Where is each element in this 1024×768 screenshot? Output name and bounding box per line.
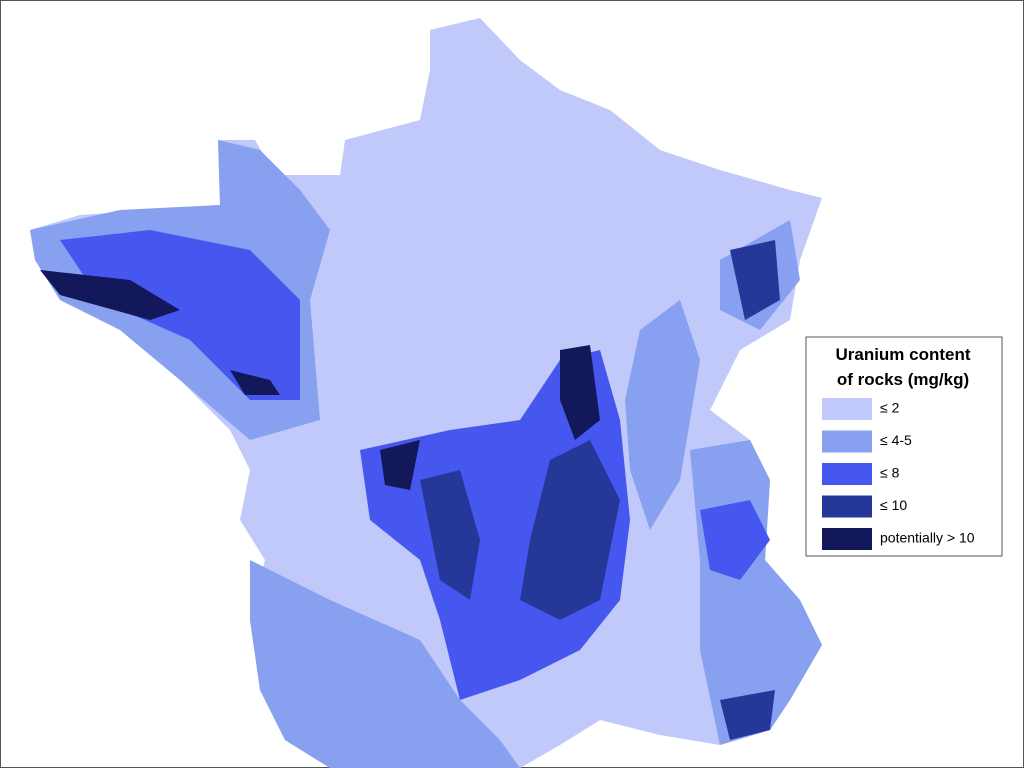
legend-title: Uranium content (835, 345, 970, 364)
region (40, 270, 180, 320)
legend-label: potentially > 10 (880, 530, 975, 546)
legend-title: of rocks (mg/kg) (837, 370, 969, 389)
region (560, 345, 600, 440)
legend-swatch (822, 495, 872, 518)
region (720, 690, 775, 740)
region (380, 440, 420, 490)
france-map (30, 18, 822, 768)
region (60, 230, 300, 400)
region (230, 370, 280, 395)
legend-swatch (822, 430, 872, 453)
legend-label: ≤ 10 (880, 497, 907, 513)
region (250, 560, 520, 768)
legend-label: ≤ 4-5 (880, 432, 912, 448)
legend-swatch (822, 528, 872, 550)
region (730, 240, 780, 320)
legend-label: ≤ 8 (880, 465, 900, 481)
legend: Uranium content of rocks (mg/kg) ≤ 2 ≤ 4-… (805, 336, 1003, 557)
legend-swatch (822, 463, 872, 485)
legend-label: ≤ 2 (880, 400, 900, 416)
region (520, 440, 620, 620)
region (420, 470, 480, 600)
region (625, 300, 700, 530)
region (700, 500, 770, 580)
legend-swatch (822, 398, 872, 420)
